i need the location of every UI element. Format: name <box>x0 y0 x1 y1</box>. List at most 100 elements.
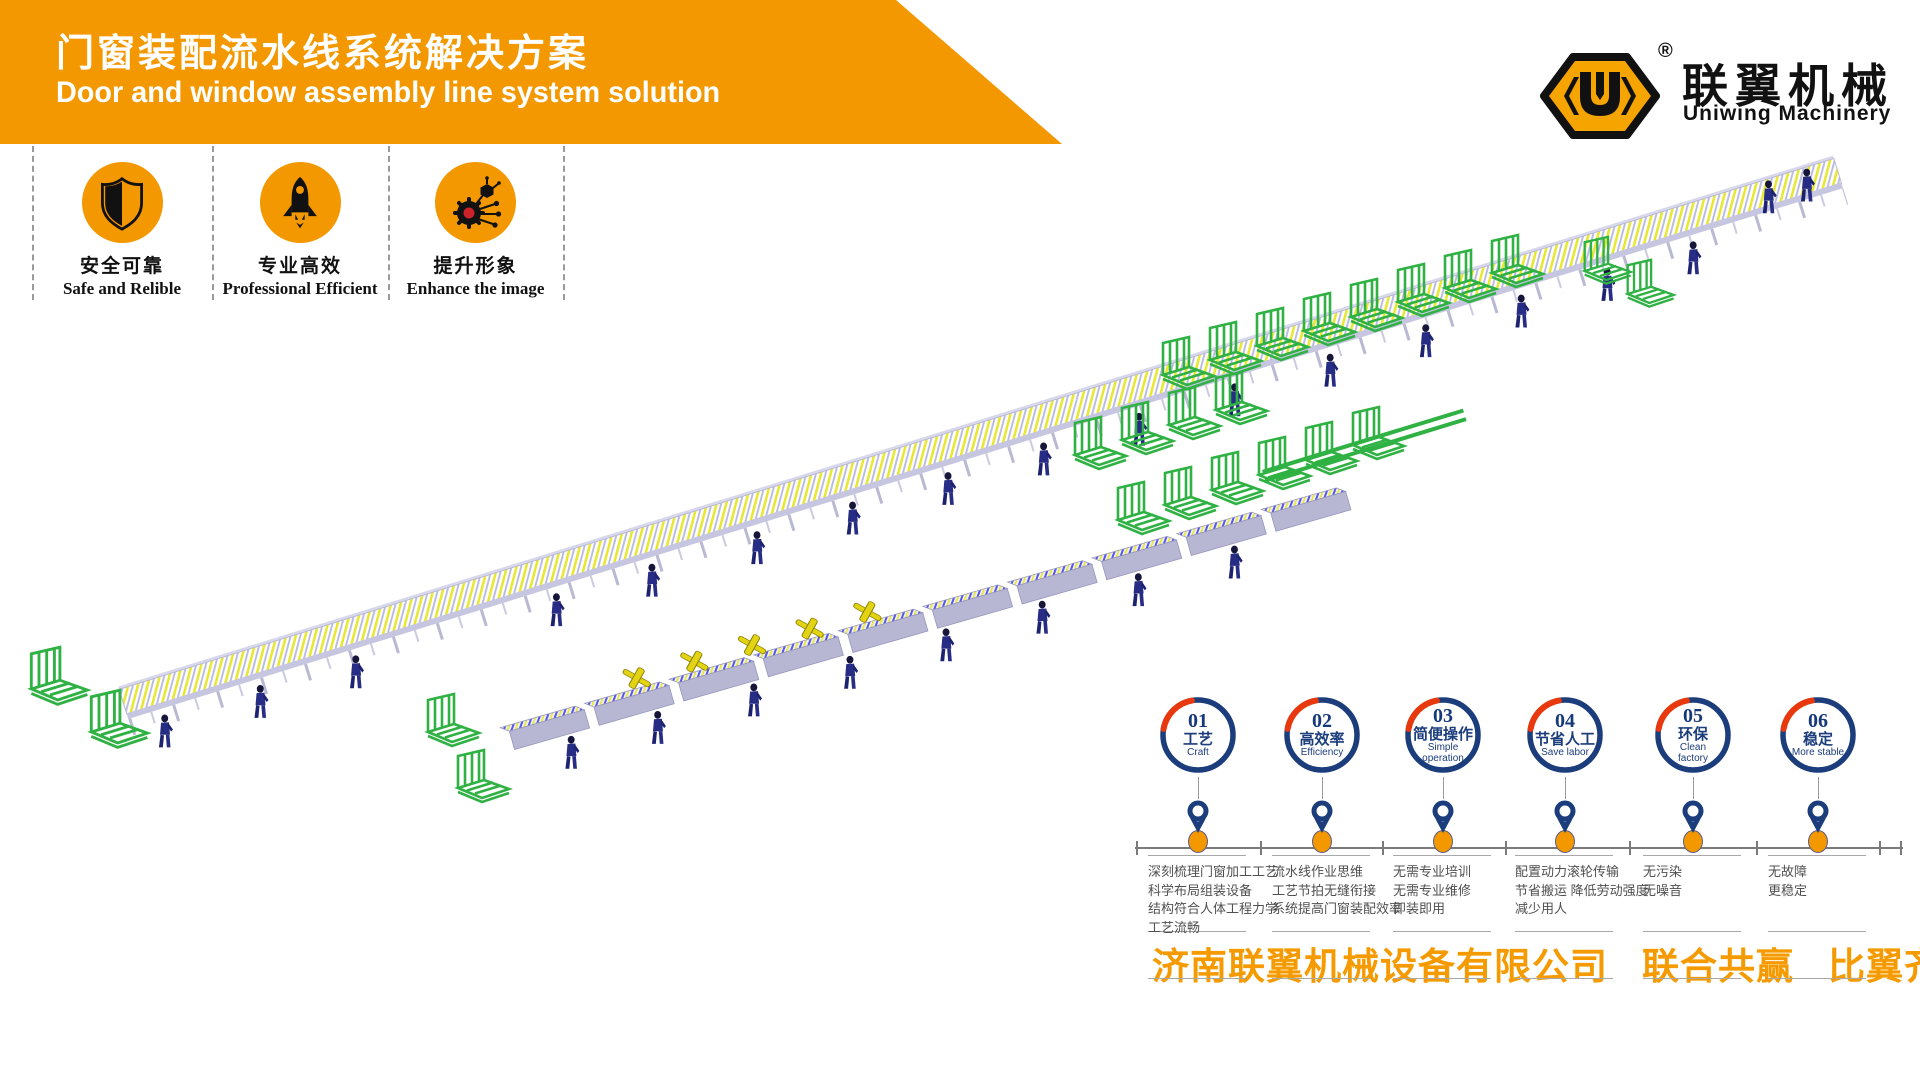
timeline-tick <box>1629 841 1631 855</box>
feature-04: 04 节省人工 Save labor <box>1520 695 1610 853</box>
feature-ring-icon <box>1160 697 1236 773</box>
badge-label-en: Professional Efficient <box>222 279 378 298</box>
registered-trademark: ® <box>1658 40 1673 62</box>
feature-number: 06 <box>1808 710 1828 733</box>
slogan-rule <box>1272 978 1370 979</box>
feature-desc-03: 无需专业培训 无需专业维修 即装即用 <box>1393 855 1491 932</box>
feature-ring-icon <box>1284 697 1360 773</box>
feature-desc-05: 无污染 无噪音 <box>1643 855 1741 932</box>
feature-02: 02 高效率 Efficiency <box>1277 695 1367 853</box>
badge-safe: 安全可靠 Safe and Relible <box>32 146 212 300</box>
feature-ring-icon <box>1780 697 1856 773</box>
feature-title-cn: 稳定 <box>1802 731 1833 749</box>
slogan-1: 联合共赢 <box>1642 946 1794 987</box>
slogan-rule <box>1515 978 1613 979</box>
map-pin-icon <box>1682 800 1704 833</box>
badge-circle <box>81 162 163 243</box>
feature-05: 05 环保 Clean factory <box>1648 695 1738 853</box>
feature-ring-icon <box>1527 697 1603 773</box>
slogan-2: 比翼齐飞 <box>1828 946 1920 987</box>
rocket-icon <box>283 176 317 228</box>
badge-label-cn: 专业高效 <box>257 256 342 277</box>
feature-number: 05 <box>1683 705 1703 727</box>
timeline-tick <box>1900 841 1902 855</box>
badge-label-en: Safe and Relible <box>62 279 182 298</box>
map-pin-icon <box>1807 800 1829 833</box>
map-pin-icon <box>1311 800 1333 833</box>
brand-name-cn: 联翼机械 <box>1682 60 1894 112</box>
brand-name-en: Uniwing Machinery <box>1683 102 1892 125</box>
timeline-dot <box>1683 830 1703 853</box>
map-pin-icon <box>1554 800 1576 833</box>
slogan-rule <box>1393 978 1491 979</box>
timeline-dot <box>1808 830 1828 853</box>
feature-01: 01 工艺 Craft <box>1153 695 1243 853</box>
feature-number: 01 <box>1188 710 1208 733</box>
timeline-tick <box>1260 841 1262 855</box>
feature-title-en: Clean factory <box>1677 742 1708 764</box>
feature-title-en: Save labor <box>1541 747 1589 759</box>
badge-image: 提升形象 Enhance the image <box>388 146 563 300</box>
feature-title-cn: 节省人工 <box>1534 731 1595 749</box>
feature-title-en: Simple operation <box>1422 742 1464 764</box>
badge-circle <box>259 162 341 243</box>
timeline-tick <box>1382 841 1384 855</box>
badge-label-cn: 安全可靠 <box>79 256 164 277</box>
divider <box>563 146 565 300</box>
timeline-dot <box>1433 830 1453 853</box>
feature-title-en: More stable <box>1791 747 1845 759</box>
timeline-tick <box>1756 841 1758 855</box>
network-icon <box>452 175 501 229</box>
brand-logo: ® 联翼机械 Uniwing Machinery <box>1540 40 1900 140</box>
company-name: 济南联翼机械设备有限公司 <box>1152 946 1608 987</box>
feature-desc-02: 流水线作业思维 工艺节拍无缝衔接 系统提高门窗装配效率 <box>1272 855 1402 932</box>
badge-label-en: Enhance the image <box>406 279 545 298</box>
connector-line <box>1197 777 1199 799</box>
feature-title-cn: 简便操作 <box>1412 726 1473 743</box>
timeline-tick <box>1879 841 1881 855</box>
page-title-cn: 门窗装配流水线系统解决方案 <box>56 33 590 75</box>
map-pin-icon <box>1187 800 1209 833</box>
feature-title-cn: 环保 <box>1677 726 1708 743</box>
connector-line <box>1692 777 1694 799</box>
timeline-dot <box>1555 830 1575 853</box>
feature-title-cn: 高效率 <box>1299 731 1345 749</box>
divider <box>388 146 390 300</box>
feature-title-en: Efficiency <box>1300 747 1344 759</box>
uniwing-hexagon-logo-icon <box>1540 53 1660 139</box>
map-pin-icon <box>1432 800 1454 833</box>
timeline-dot <box>1188 830 1208 853</box>
feature-ring-icon <box>1405 697 1481 773</box>
badge-circle <box>435 162 516 243</box>
shield-icon <box>101 176 143 231</box>
timeline-tick <box>1136 841 1138 855</box>
badge-professional: 专业高效 Professional Efficient <box>212 146 388 300</box>
connector-line <box>1817 777 1819 799</box>
feature-number: 02 <box>1312 710 1332 733</box>
slogan-rule <box>1148 978 1246 979</box>
timeline <box>1135 847 1903 849</box>
feature-title-en: Craft <box>1187 747 1209 759</box>
feature-03: 03 简便操作 Simple operation <box>1398 695 1488 853</box>
feature-desc-01: 深刻梳理门窗加工工艺 科学布局组装设备 结构符合人体工程力学 工艺流畅 <box>1148 855 1278 935</box>
slogan-rule <box>1768 978 1866 979</box>
feature-ring-icon <box>1655 697 1731 773</box>
feature-desc-06: 无故障 更稳定 <box>1768 855 1866 932</box>
timeline-dot <box>1312 830 1332 853</box>
feature-number: 03 <box>1433 705 1453 727</box>
slogan-rule <box>1643 978 1741 979</box>
feature-number: 04 <box>1555 710 1575 733</box>
header-banner: 门窗装配流水线系统解决方案 Door and window assembly l… <box>0 0 1062 144</box>
connector-line <box>1564 777 1566 799</box>
assembly-line-illustration <box>29 155 1849 804</box>
connector-line <box>1321 777 1323 799</box>
feature-title-cn: 工艺 <box>1182 731 1213 749</box>
divider <box>212 146 214 300</box>
connector-line <box>1442 777 1444 799</box>
feature-desc-04: 配置动力滚轮传输 节省搬运 降低劳动强度 减少用人 <box>1515 855 1649 932</box>
timeline-tick <box>1505 841 1507 855</box>
badge-label-cn: 提升形象 <box>433 256 518 277</box>
feature-06: 06 稳定 More stable <box>1773 695 1863 853</box>
divider <box>32 146 34 300</box>
company-slogan: 济南联翼机械设备有限公司联合共赢比翼齐飞 <box>1135 936 1920 990</box>
